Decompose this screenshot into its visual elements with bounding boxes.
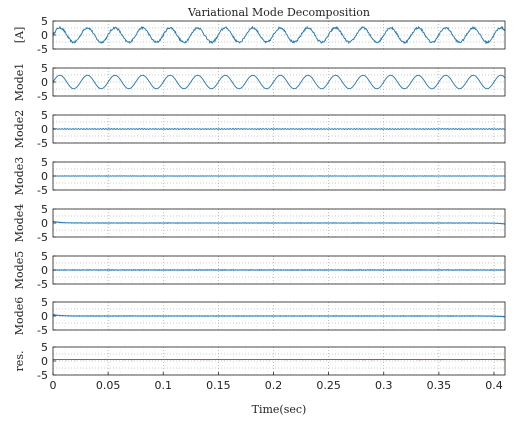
x-tick-label: 0.05 [96,379,121,392]
y-tick-label: 5 [41,250,48,263]
series-line [52,25,506,45]
series-line [52,313,506,318]
y-tick-label: -5 [37,278,48,291]
x-tick-label: 0.25 [316,379,341,392]
x-tick-label: 0.2 [265,379,283,392]
y-tick-label: -5 [37,369,48,382]
y-tick-label: -5 [37,90,48,103]
panel-7: 50-5 Mode6 [13,296,506,337]
y-tick-label: 0 [41,76,48,89]
y-tick-label: 5 [41,15,48,28]
y-tick-label: -5 [37,184,48,197]
y-tick-label: -5 [37,231,48,244]
y-axis-label: Mode3 [13,157,26,195]
x-axis: 0 0.05 0.1 0.15 0.2 0.25 0.3 0.35 0.4 [50,372,503,392]
x-tick-label: 0.3 [375,379,393,392]
series-line [52,74,506,90]
panel-5: 50-5 Mode4 [13,203,506,244]
y-tick-label: -5 [37,137,48,150]
y-axis-label: Mode1 [13,63,26,101]
panel-6: 50-5 Mode5 [13,250,506,291]
series-line [52,268,506,272]
x-tick-label: 0.1 [154,379,172,392]
y-axis-label: Mode6 [13,297,26,335]
y-tick-label: 5 [41,203,48,216]
x-axis-label: Time(sec) [252,403,307,416]
y-tick-label: 0 [41,170,48,183]
series-line [52,175,506,177]
y-axis-label: Mode2 [13,110,26,148]
chart-title: Variational Mode Decomposition [187,6,370,19]
y-axis-label: Mode5 [13,251,26,289]
y-axis-label: Mode4 [13,204,26,242]
panel-3: 50-5 Mode2 [13,109,506,150]
panel-8: 50-5 res. [13,341,506,382]
panel-1: 50-5 [A] [13,15,506,56]
panels-group: 50-5[A]50-5Mode150-5Mode250-5Mode350-5Mo… [13,15,506,382]
y-tick-label: -5 [37,43,48,56]
y-tick-label: 5 [41,62,48,75]
y-tick-label: 0 [41,264,48,277]
y-axis-label: res. [13,351,26,372]
panel-4: 50-5 Mode3 [13,156,506,197]
series-line [52,220,506,225]
y-tick-label: 5 [41,109,48,122]
x-tick-label: 0 [50,379,57,392]
y-tick-label: 5 [41,341,48,354]
x-tick-label: 0.15 [206,379,231,392]
series-line [52,127,506,131]
y-tick-label: 0 [41,217,48,230]
x-tick-label: 0.4 [485,379,503,392]
y-tick-label: 0 [41,310,48,323]
y-tick-label: 0 [41,29,48,42]
y-tick-label: 5 [41,296,48,309]
y-axis-label: [A] [13,27,26,44]
y-tick-label: -5 [37,324,48,337]
y-tick-label: 0 [41,355,48,368]
panel-2: 50-5 Mode1 [13,62,506,103]
y-tick-label: 5 [41,156,48,169]
x-tick-label: 0.35 [427,379,452,392]
y-tick-label: 0 [41,123,48,136]
